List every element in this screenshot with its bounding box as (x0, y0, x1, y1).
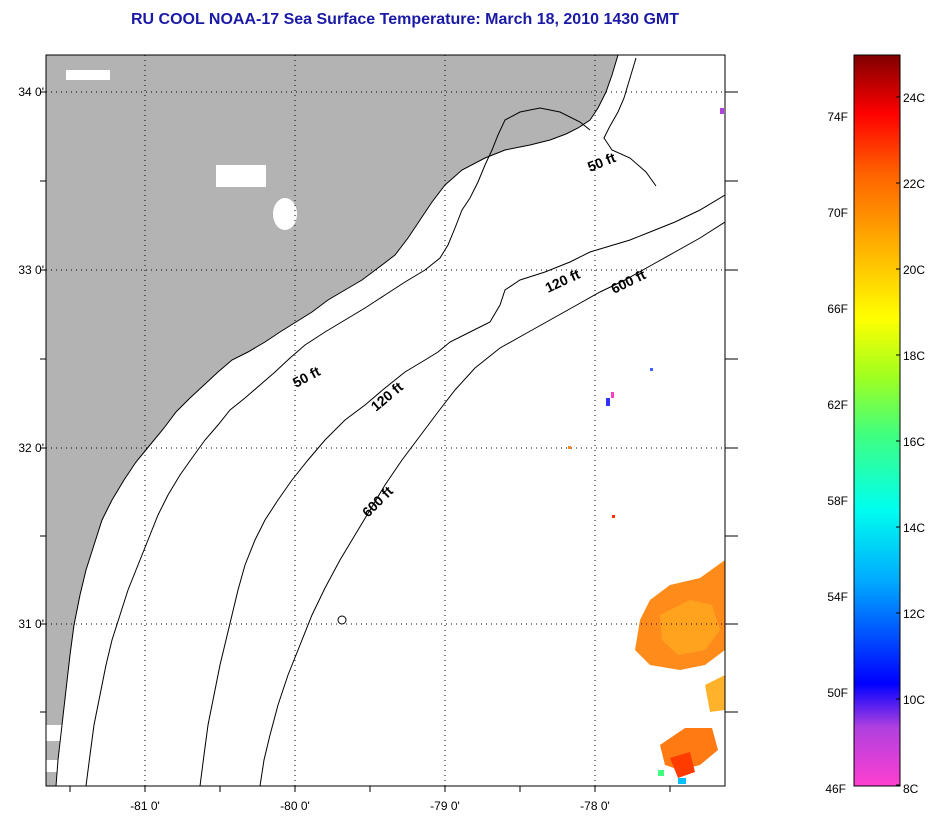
colorbar-label-62f: 62F (827, 398, 848, 412)
lat-label-34: 34 0' (18, 85, 44, 99)
colorbar-label-18c: 18C (903, 349, 925, 363)
lon-label-80: -80 0' (280, 799, 310, 813)
map-frame (45, 54, 726, 787)
colorbar-label-74f: 74F (827, 110, 848, 124)
lat-label-31: 31 0' (18, 617, 44, 631)
colorbar-label-66f: 66F (827, 302, 848, 316)
isobath-120ft (199, 194, 725, 786)
map-title: RU COOL NOAA-17 Sea Surface Temperature:… (130, 11, 680, 28)
land-mass (46, 55, 618, 786)
colorbar-label-58f: 58F (827, 494, 848, 508)
colorbar-label-22c: 22C (903, 177, 925, 191)
colorbar-label-12c: 12C (903, 607, 925, 621)
colorbar (853, 54, 901, 787)
colorbar-label-70f: 70F (827, 206, 848, 220)
lat-label-33: 33 0' (18, 263, 44, 277)
colorbar-label-14c: 14C (903, 521, 925, 535)
isobath-600ft (259, 221, 725, 786)
colorbar-label-50f: 50F (827, 686, 848, 700)
lon-label-81: -81 0' (130, 799, 160, 813)
graticule (46, 55, 725, 786)
coastline (55, 55, 619, 786)
colorbar-label-10c: 10C (903, 693, 925, 707)
colorbar-label-46f: 46F (825, 782, 846, 796)
colorbar-label-16c: 16C (903, 435, 925, 449)
colorbar-label-24c: 24C (903, 91, 925, 105)
sst-patches (568, 108, 725, 784)
isobath-50ft (85, 107, 591, 786)
colorbar-label-20c: 20C (903, 263, 925, 277)
lat-label-32: 32 0' (18, 441, 44, 455)
lon-label-79: -79 0' (430, 799, 460, 813)
colorbar-label-54f: 54F (827, 590, 848, 604)
colorbar-label-8c: 8C (903, 782, 919, 796)
lon-label-78: -78 0' (580, 799, 610, 813)
